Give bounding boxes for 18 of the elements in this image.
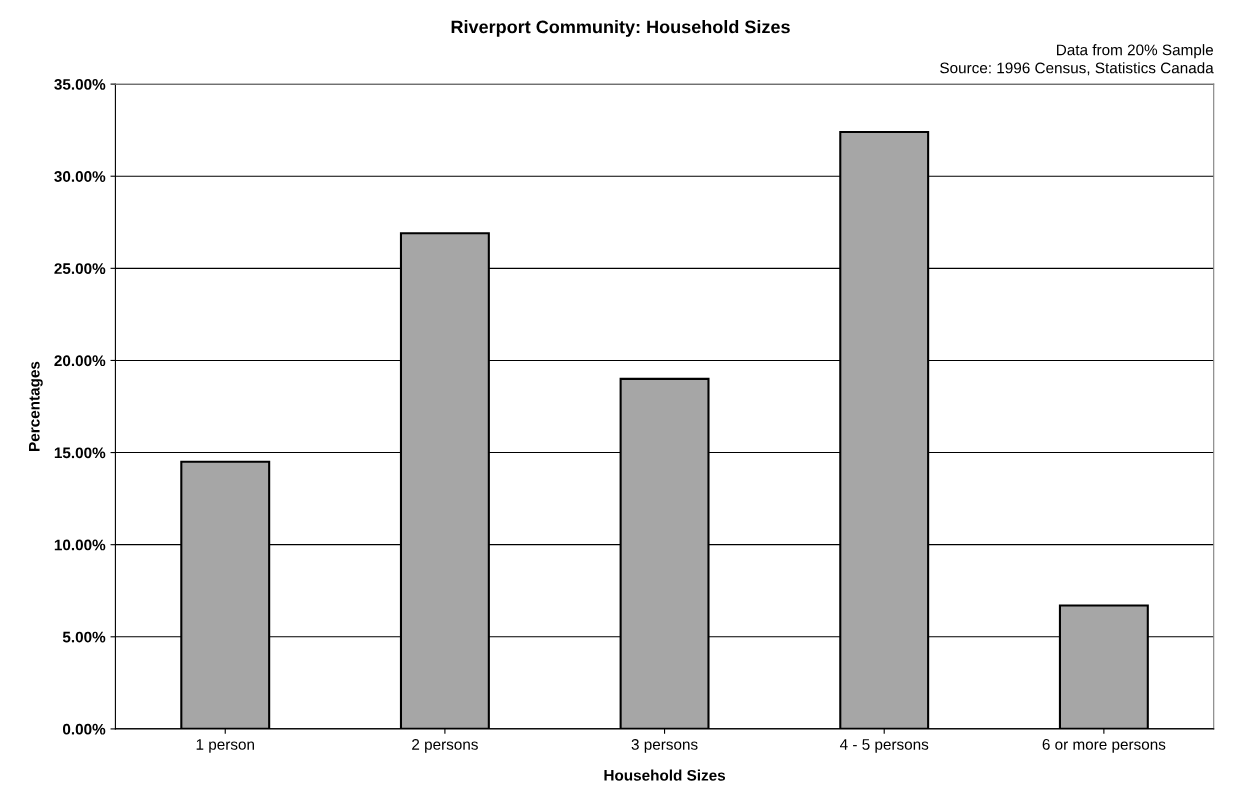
x-axis-title: Household Sizes: [604, 769, 726, 781]
y-axis-title: Percentages: [29, 361, 43, 451]
chart-title: Riverport Community: Household Sizes: [451, 20, 790, 37]
x-tick-label: 2 persons: [412, 739, 478, 753]
y-tick-label: 35.00%: [54, 78, 106, 90]
x-tick-label: 3 persons: [631, 739, 698, 753]
x-tick-label: 4 - 5 persons: [839, 739, 929, 753]
y-tick-label: 10.00%: [54, 539, 106, 551]
y-tick-label: 0.00%: [62, 723, 106, 735]
y-tick-label: 15.00%: [54, 447, 106, 459]
y-tick-label: 25.00%: [54, 263, 106, 275]
x-tick-label: 1 person: [196, 739, 254, 753]
y-tick-label: 20.00%: [54, 355, 106, 367]
source-note: Source: 1996 Census, Statistics Canada: [940, 62, 1214, 76]
x-tick-label: 6 or more persons: [1042, 739, 1166, 753]
y-tick-label: 5.00%: [62, 631, 106, 643]
y-tick-label: 30.00%: [54, 171, 106, 182]
text: Data from 20% Sample: [1057, 44, 1214, 59]
